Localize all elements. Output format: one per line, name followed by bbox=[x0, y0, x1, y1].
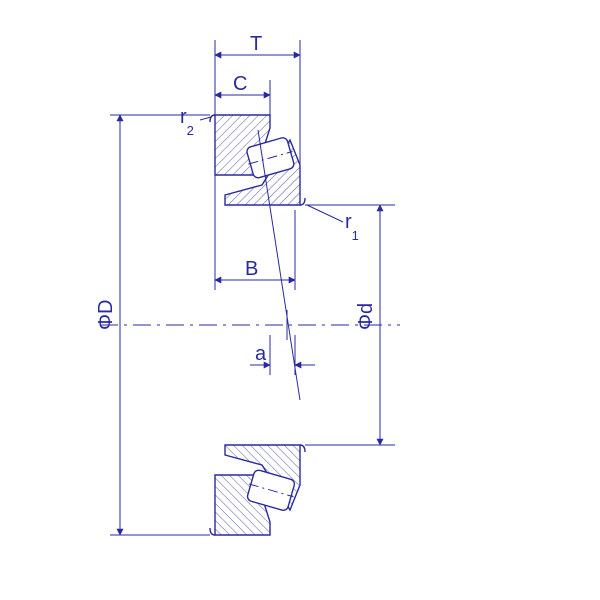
bearing-cross-section-diagram: T C B a ΦD Φd r1 bbox=[0, 0, 600, 600]
upper-bearing-section bbox=[210, 115, 305, 205]
label-phiD: ΦD bbox=[95, 300, 117, 330]
label-a: a bbox=[255, 343, 267, 365]
svg-text:r2: r2 bbox=[180, 106, 194, 138]
label-phid: Φd bbox=[355, 303, 377, 330]
dimension-r1: r1 bbox=[307, 205, 359, 243]
label-r2-sub: 2 bbox=[187, 123, 194, 138]
svg-text:r1: r1 bbox=[345, 211, 359, 243]
label-B: B bbox=[245, 258, 258, 280]
dimension-a: a bbox=[250, 335, 315, 375]
dimension-r2: r2 bbox=[180, 106, 211, 138]
lower-bearing-section bbox=[210, 445, 305, 535]
label-T: T bbox=[250, 33, 262, 55]
dimension-C: C bbox=[215, 73, 270, 115]
label-r1-sub: 1 bbox=[352, 228, 359, 243]
label-C: C bbox=[233, 73, 247, 95]
